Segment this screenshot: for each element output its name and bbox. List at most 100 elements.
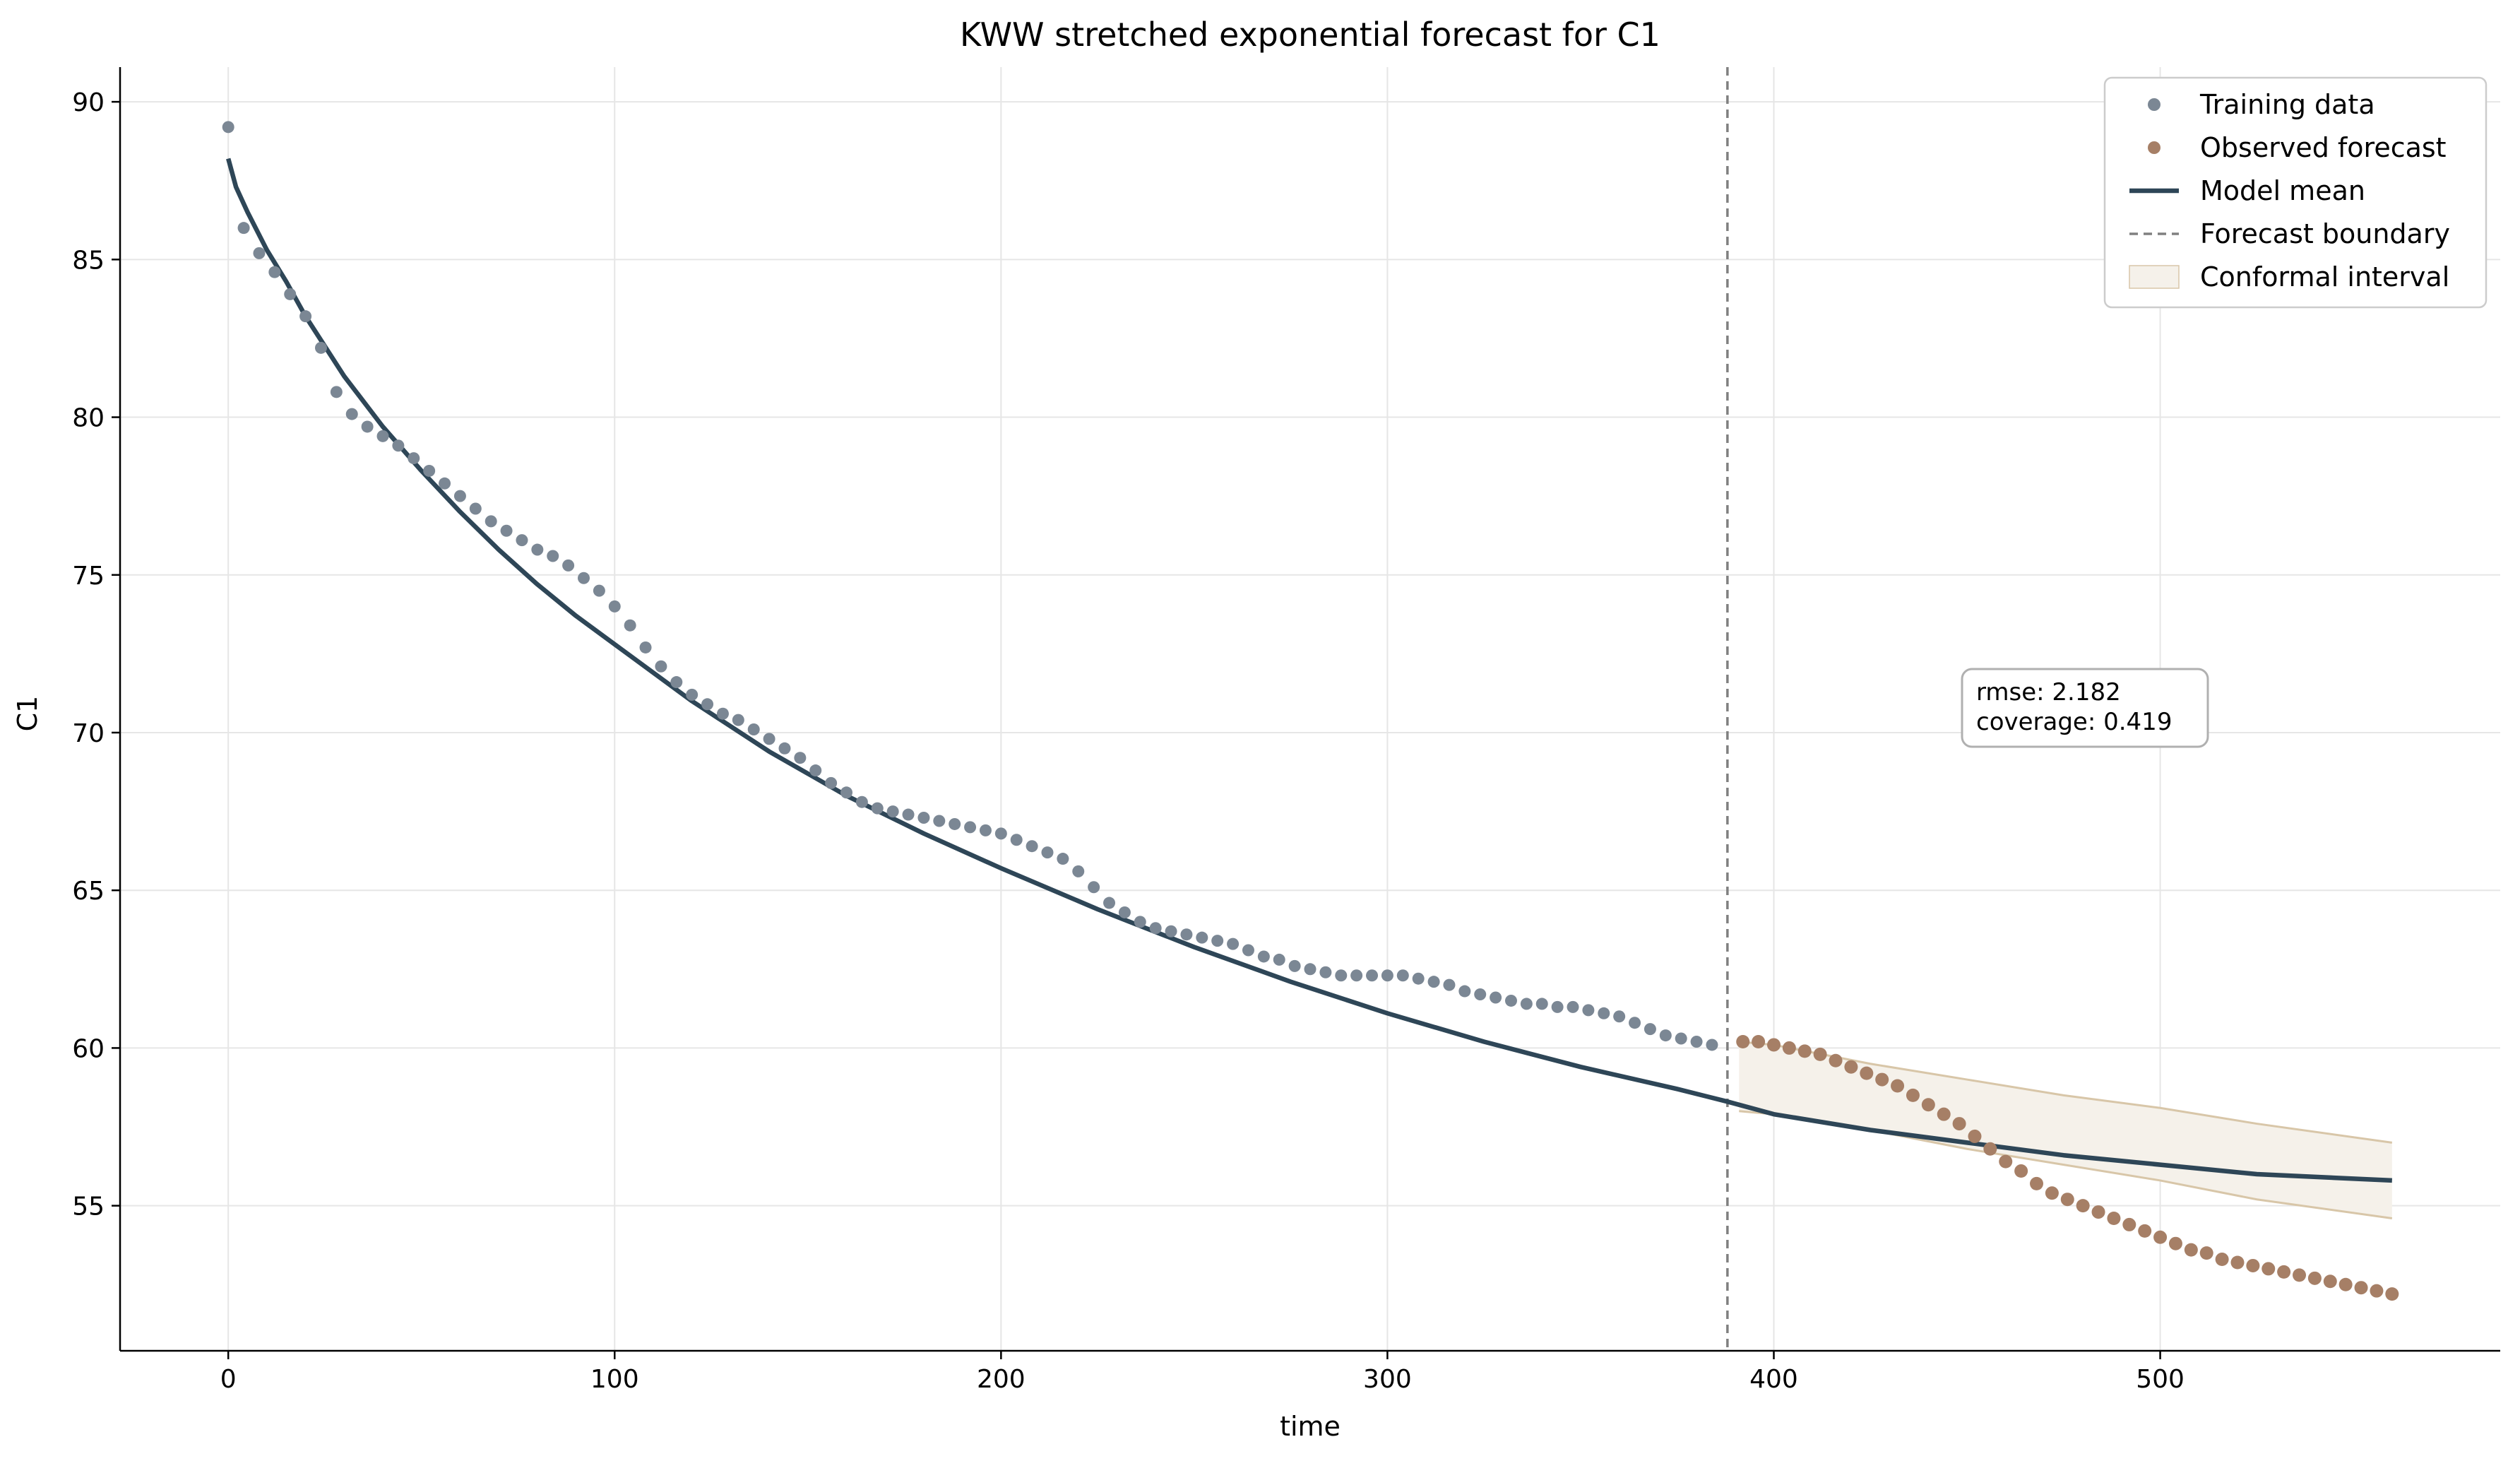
training-point [1613,1010,1626,1023]
training-point [392,439,405,452]
observed-point [1906,1088,1920,1102]
observed-point [2215,1253,2229,1267]
training-point [1072,865,1085,877]
training-point [1381,969,1393,982]
training-point [516,534,528,547]
training-point [1010,834,1023,846]
training-point [871,802,884,815]
training-point [222,121,234,134]
observed-point [2199,1246,2213,1260]
training-point [1242,944,1254,957]
training-point [531,543,544,556]
observed-point [1952,1117,1966,1131]
training-point [376,430,389,442]
training-point [1088,881,1100,894]
training-point [902,808,915,821]
legend: Training data Observed forecast Model mean… [2103,76,2488,309]
observed-point [2014,1164,2028,1178]
training-point [469,502,482,515]
legend-marker [2129,265,2180,289]
training-point [1659,1029,1672,1042]
training-point [253,247,266,259]
conformal-interval-band [1739,1040,2393,1219]
training-point [979,824,992,836]
training-point [1180,928,1193,941]
training-point [670,676,683,689]
y-tick-label: 90 [72,88,105,117]
observed-forecast-points [1736,1034,2399,1301]
observed-point [2307,1271,2322,1285]
training-point [1350,969,1363,982]
training-point [577,572,590,584]
observed-point [2184,1243,2198,1257]
training-point [1644,1023,1656,1036]
training-point [1304,963,1317,976]
training-point [1227,937,1240,950]
axes [112,67,2500,1359]
x-tick-label: 500 [2136,1365,2185,1394]
training-point [809,764,822,777]
legend-label: Model mean [2200,175,2365,206]
observed-point [1921,1098,1935,1112]
training-point [423,464,436,477]
observed-point [1937,1107,1951,1121]
legend-marker [2148,98,2161,111]
x-tick-label: 400 [1749,1365,1798,1394]
observed-point [1813,1047,1827,1061]
training-point [747,723,760,736]
observed-point [2030,1176,2044,1190]
observed-point [2277,1265,2291,1279]
observed-point [1983,1142,1997,1156]
training-data-points [222,121,1718,1051]
legend-label: Training data [2199,89,2375,120]
observed-point [2354,1281,2368,1295]
x-tick-label: 200 [977,1365,1026,1394]
observed-point [1736,1034,1750,1048]
training-point [1134,916,1146,928]
training-point [855,795,868,808]
training-point [1103,897,1116,909]
training-point [949,817,961,830]
training-point [314,341,327,354]
training-point [933,815,946,827]
observed-point [1752,1034,1766,1048]
observed-point [2060,1193,2074,1207]
x-tick-label: 0 [220,1365,237,1394]
y-tick-label: 55 [72,1193,105,1222]
observed-point [1797,1044,1812,1058]
training-point [608,600,621,613]
training-point [763,733,775,745]
observed-point [2323,1274,2337,1289]
observed-point [2091,1205,2105,1219]
training-point [964,821,977,834]
observed-point [1766,1038,1781,1052]
x-axis-label: time [1280,1411,1341,1442]
training-point [1535,998,1548,1010]
training-point [1288,959,1301,972]
observed-point [2338,1277,2353,1291]
training-point [1490,991,1502,1004]
training-point [624,619,636,632]
training-point [716,707,729,720]
y-tick-label: 60 [72,1034,105,1063]
training-point [917,812,930,824]
training-point [732,714,744,726]
training-point [284,288,297,300]
training-point [453,490,466,502]
observed-point [1968,1129,1982,1143]
training-point [593,584,605,597]
y-tick-label: 80 [72,404,105,433]
training-point [1582,1004,1595,1017]
observed-point [2230,1255,2245,1270]
observed-point [1860,1066,1874,1080]
training-point [701,698,714,711]
training-point [1598,1007,1610,1019]
observed-point [2122,1217,2136,1231]
chart-title: KWW stretched exponential forecast for C… [960,16,1660,54]
training-point [500,524,513,537]
training-point [1427,976,1440,988]
training-point [1211,935,1224,947]
stats-coverage: coverage: 0.419 [1976,708,2172,736]
training-point [361,420,374,433]
training-point [778,742,791,755]
